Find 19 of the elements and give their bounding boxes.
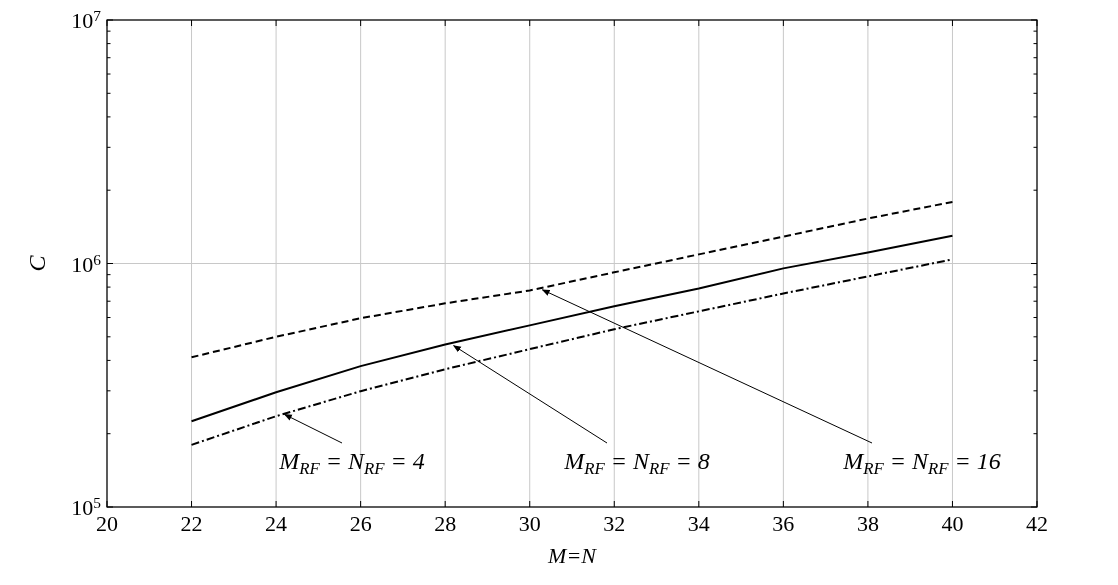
x-tick-label: 20 <box>96 511 118 536</box>
y-axis-title: C <box>24 254 50 272</box>
x-tick-label: 28 <box>434 511 457 536</box>
annotation: M$_{RF}$ = N$_{RF}$ = 4 <box>278 448 425 479</box>
x-tick-label: 34 <box>687 511 710 536</box>
y-tick-label: 10$^{7}$ <box>71 7 102 33</box>
y-tick-label: 10$^{6}$ <box>71 250 102 277</box>
x-tick-label: 42 <box>1026 511 1048 536</box>
annotation: M$_{RF}$ = N$_{RF}$ = 8 <box>563 448 710 479</box>
x-tick-label: 30 <box>518 511 541 536</box>
x-tick-label: 36 <box>772 511 795 536</box>
x-tick-label: 24 <box>265 511 288 536</box>
x-tick-label: 26 <box>349 511 372 536</box>
x-axis-title: M=N <box>547 543 598 568</box>
x-tick-label: 38 <box>856 511 879 536</box>
x-tick-label: 22 <box>180 511 203 536</box>
x-tick-label: 40 <box>941 511 964 536</box>
x-tick-label: 32 <box>603 511 626 536</box>
annotation: M$_{RF}$ = N$_{RF}$ = 16 <box>842 448 1001 479</box>
